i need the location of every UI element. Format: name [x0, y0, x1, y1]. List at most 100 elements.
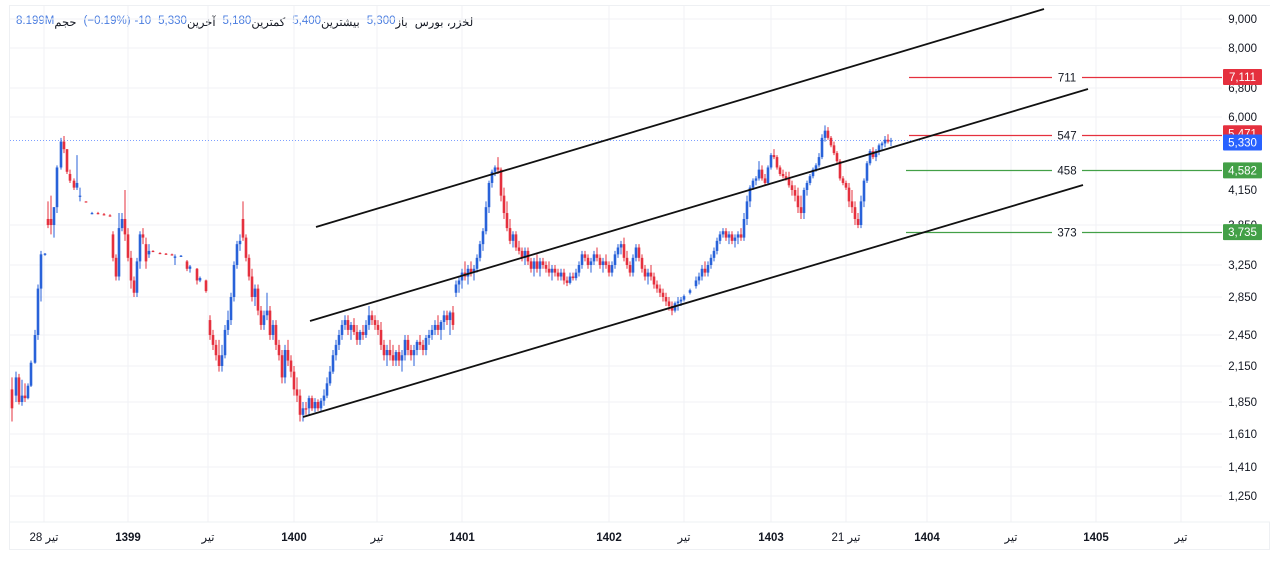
candle — [853, 201, 857, 225]
candle-body — [20, 395, 24, 402]
candle-body — [346, 320, 350, 330]
candle-body — [793, 190, 797, 196]
candle-body — [502, 195, 506, 214]
candle-body — [751, 180, 755, 188]
candle — [75, 155, 79, 190]
candle — [33, 329, 37, 364]
candle-body — [144, 244, 148, 262]
candle — [754, 176, 758, 186]
candle — [856, 213, 860, 229]
candle-body — [724, 231, 728, 238]
time-axis[interactable]: 28 تیر 1399 تیر 1400 تیر 1401 1402 تیر 1403 21 تی… — [10, 521, 1270, 544]
candle-body — [703, 268, 707, 273]
candle — [706, 261, 710, 277]
horizontal-level-373[interactable]: 373 — [906, 228, 1222, 240]
candle — [832, 141, 836, 156]
candle — [787, 171, 791, 188]
candle-body — [448, 312, 452, 321]
candle — [370, 310, 374, 325]
candle-body — [574, 272, 578, 279]
candle — [20, 379, 24, 406]
candle-body — [553, 268, 557, 273]
candle — [304, 402, 308, 415]
candle-body — [586, 257, 590, 265]
candle-body — [147, 250, 151, 255]
candle-body — [604, 261, 608, 265]
candle-body — [676, 301, 680, 304]
candle — [49, 195, 53, 235]
candle — [451, 305, 455, 330]
price-badge-background — [1223, 224, 1262, 241]
candle-body — [325, 383, 329, 396]
candle — [132, 276, 136, 297]
candle — [457, 276, 461, 293]
candle-body — [496, 167, 500, 170]
candle — [274, 320, 278, 350]
candle-body — [445, 315, 449, 321]
candle-body — [520, 250, 524, 258]
time-tick-label: تیر — [676, 532, 690, 544]
candle — [310, 395, 314, 411]
candle-body — [610, 265, 614, 273]
candle-body — [529, 261, 533, 269]
candle-body — [415, 341, 419, 350]
candle — [262, 310, 266, 330]
trendlines[interactable] — [302, 8, 1089, 418]
candle-body — [652, 276, 656, 285]
candle-body — [457, 280, 461, 285]
candle-body — [409, 349, 413, 356]
price-axis[interactable]: 9,0008,0006,8006,0004,1503,8503,2502,850… — [1222, 6, 1270, 522]
candle — [844, 180, 848, 190]
candle — [55, 165, 59, 214]
price-badge-label: 5,330 — [1228, 137, 1257, 149]
candle — [859, 195, 863, 229]
candle — [65, 149, 69, 174]
candle — [241, 201, 245, 241]
candle — [568, 272, 572, 285]
candle — [229, 292, 233, 325]
horizontal-level-711[interactable]: 711 — [909, 73, 1222, 85]
candle-body — [433, 324, 437, 330]
price-axis-background[interactable] — [1222, 6, 1270, 522]
candle-body — [682, 296, 686, 300]
candle — [520, 247, 524, 262]
candle-body — [274, 324, 278, 345]
candle — [475, 254, 479, 273]
price-tick-label: 4,150 — [1228, 185, 1257, 197]
price-tick-label: 6,000 — [1228, 112, 1257, 124]
candle-body — [757, 169, 761, 179]
candle — [709, 254, 713, 269]
candle — [295, 377, 299, 402]
candle-body — [847, 187, 851, 202]
candle — [394, 349, 398, 366]
trendline-channel-middle[interactable] — [309, 88, 1089, 322]
candle-body — [763, 178, 767, 183]
candle-body — [514, 234, 518, 248]
candle-body — [49, 218, 53, 225]
candle-body — [424, 337, 428, 350]
candle-body — [65, 149, 69, 172]
candle-body — [487, 182, 491, 208]
candle — [640, 254, 644, 273]
candle-body — [784, 176, 788, 179]
candle-body — [43, 253, 47, 255]
candle-body — [331, 355, 335, 372]
price-badge-background — [1223, 162, 1262, 179]
trendline-channel-upper[interactable] — [315, 8, 1045, 228]
candle — [598, 254, 602, 269]
candle — [442, 310, 446, 330]
trendline-channel-lower[interactable] — [302, 184, 1084, 418]
candle — [29, 360, 33, 387]
price-tick-label: 1,250 — [1228, 491, 1257, 503]
horizontal-level-458[interactable]: 458 — [906, 166, 1222, 178]
candle — [487, 180, 491, 214]
candle-body — [556, 272, 560, 277]
candle-body — [829, 137, 833, 146]
candle — [658, 284, 662, 297]
candle — [592, 250, 596, 265]
candle — [604, 254, 608, 269]
candle — [427, 329, 431, 345]
horizontal-level-547[interactable]: 547 — [909, 131, 1222, 143]
price-levels[interactable]: 711 547 458 373 — [906, 73, 1222, 240]
